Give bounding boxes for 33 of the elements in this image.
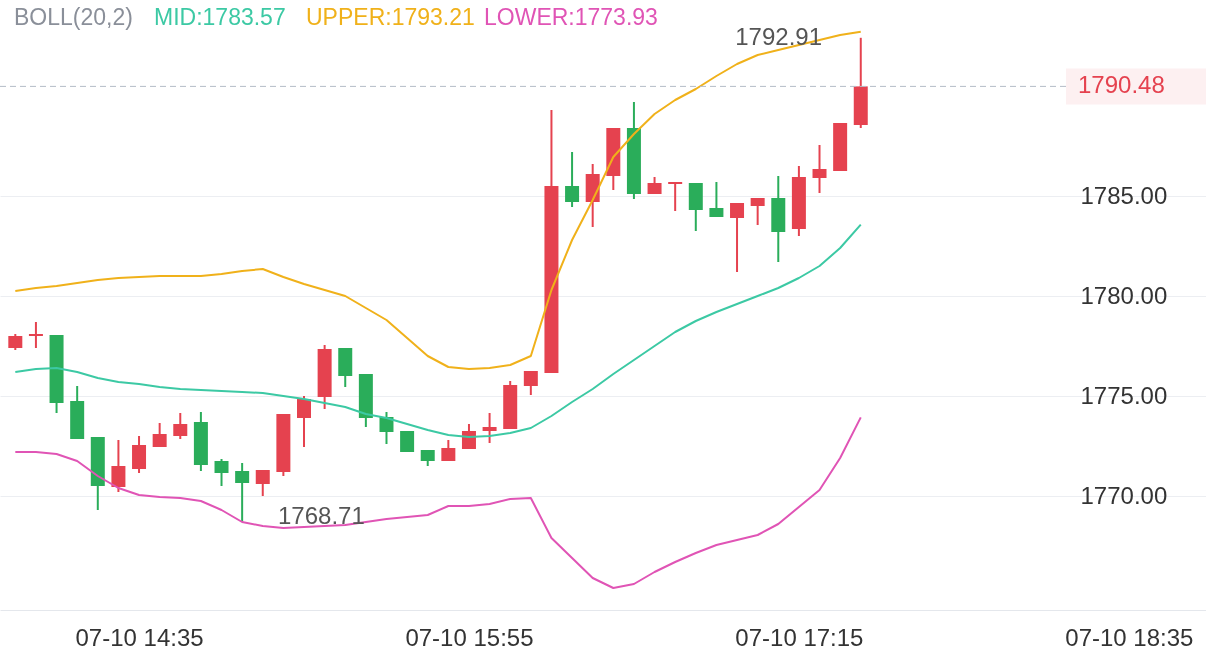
annotation: 1792.91 bbox=[735, 23, 822, 50]
candlestick bbox=[730, 202, 745, 273]
x-tick-label: 07-10 17:15 bbox=[735, 623, 864, 651]
line-series bbox=[14, 30, 862, 370]
candlestick bbox=[668, 181, 683, 212]
chart-title: BOLL(20,2) bbox=[14, 4, 133, 30]
candlestick bbox=[214, 458, 229, 487]
text: UPPER:1793.21 bbox=[306, 4, 475, 30]
text: LOWER:1773.93 bbox=[484, 4, 658, 30]
candlestick bbox=[235, 462, 250, 523]
y-tick-label: 1775.00 bbox=[1080, 381, 1168, 409]
y-tick-label: 1785.00 bbox=[1080, 181, 1168, 209]
candlestick bbox=[482, 412, 497, 444]
y-tick-label: 1780.00 bbox=[1080, 281, 1168, 309]
candlestick bbox=[709, 181, 724, 218]
candlestick bbox=[812, 144, 827, 194]
candlestick bbox=[132, 435, 147, 474]
annotation: 1768.71 bbox=[278, 502, 365, 529]
ref-line-label: 1790.48 bbox=[1078, 71, 1165, 99]
candlestick bbox=[750, 197, 765, 226]
candlestick bbox=[255, 469, 270, 497]
line-series bbox=[14, 416, 862, 589]
candlestick bbox=[523, 370, 538, 396]
y-tick-label: 1770.00 bbox=[1080, 481, 1168, 509]
candlestick bbox=[28, 321, 43, 349]
x-tick-label: 07-10 14:35 bbox=[75, 623, 204, 651]
x-tick-label: 07-10 18:35 bbox=[1065, 623, 1194, 651]
text: MID:1783.57 bbox=[154, 4, 286, 30]
x-tick-label: 07-10 15:55 bbox=[405, 623, 534, 651]
candlestick bbox=[173, 412, 188, 440]
candlestick bbox=[297, 395, 311, 448]
candlestick bbox=[111, 439, 126, 493]
candlestick bbox=[565, 151, 580, 208]
